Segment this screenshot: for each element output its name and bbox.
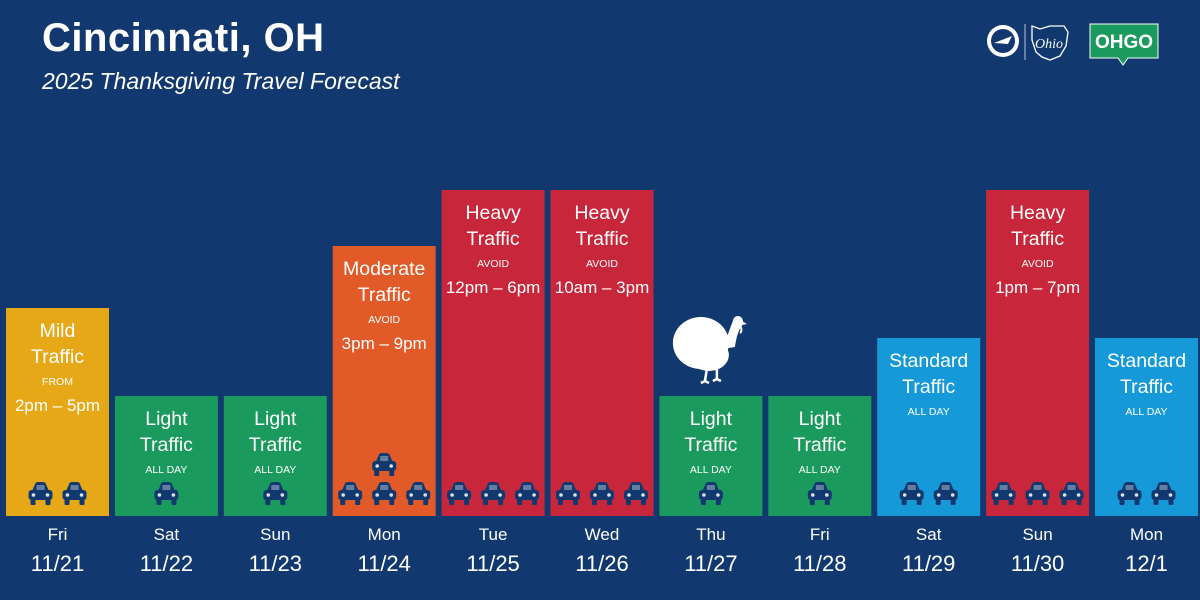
page-title: Cincinnati, OH: [42, 16, 325, 60]
bar-traffic-label: Traffic: [575, 228, 628, 250]
bar-traffic-label: Traffic: [358, 284, 411, 306]
turkey-icon: [672, 316, 747, 385]
day-label: Fri: [810, 525, 830, 544]
bar-traffic-label: Traffic: [1120, 376, 1173, 398]
date-label: 11/24: [357, 551, 410, 576]
day-label: Sun: [1022, 525, 1052, 544]
car-icon: [933, 482, 958, 505]
traffic-bar: [877, 338, 981, 516]
car-icon: [1025, 482, 1050, 505]
bar-level-label: Light: [799, 408, 842, 430]
date-label: 11/27: [684, 551, 737, 576]
bar-traffic-label: Traffic: [684, 434, 737, 456]
car-icon: [1117, 482, 1142, 505]
ohio-logo-icon: Ohio: [1031, 25, 1069, 61]
logo-group: Ohio OHGO: [987, 23, 1159, 66]
traffic-bar: [550, 190, 654, 516]
car-icon: [447, 482, 472, 505]
traffic-bar: [6, 308, 109, 516]
bar-time-label: 1pm – 7pm: [995, 278, 1080, 297]
day-label: Sun: [260, 525, 290, 544]
bar-traffic-label: Traffic: [140, 434, 193, 456]
bar-level-label: Heavy: [465, 202, 521, 224]
day-label: Sat: [916, 525, 942, 544]
bar-note-label: FROM: [42, 376, 73, 388]
bar-note-label: ALL DAY: [908, 406, 950, 418]
bar-time-label: 2pm – 5pm: [15, 396, 100, 415]
date-label: 11/25: [466, 551, 519, 576]
bar-traffic-label: Traffic: [31, 346, 84, 368]
bar-traffic-label: Traffic: [793, 434, 846, 456]
day-label: Sat: [154, 525, 180, 544]
bar-time-label: 3pm – 9pm: [342, 334, 427, 353]
bar-level-label: Light: [254, 408, 297, 430]
day-label: Mon: [368, 525, 401, 544]
bar-traffic-label: Traffic: [1011, 228, 1064, 250]
car-icon: [372, 482, 397, 505]
ohio-logo-text: Ohio: [1035, 37, 1063, 52]
bar-note-label: ALL DAY: [254, 464, 296, 476]
bar-level-label: Light: [690, 408, 733, 430]
bar-note-label: AVOID: [586, 258, 618, 270]
bar-note-label: ALL DAY: [1125, 406, 1167, 418]
car-icon: [556, 482, 580, 505]
date-label: 11/21: [31, 551, 84, 576]
car-icon: [1151, 482, 1176, 505]
bar-traffic-label: Traffic: [249, 434, 302, 456]
bar-level-label: Standard: [889, 350, 968, 372]
day-label: Mon: [1130, 525, 1163, 544]
traffic-bar: [1095, 338, 1198, 516]
traffic-bar: [441, 190, 545, 516]
bar-note-label: ALL DAY: [799, 464, 841, 476]
odot-seal-icon: [987, 25, 1019, 57]
car-icon: [28, 482, 53, 505]
car-icon: [406, 482, 431, 505]
date-label: 11/29: [902, 551, 955, 576]
bar-level-label: Moderate: [343, 258, 425, 280]
bar-time-label: 12pm – 6pm: [446, 278, 541, 297]
date-label: 11/28: [793, 551, 846, 576]
date-label: 11/26: [575, 551, 628, 576]
car-icon: [624, 482, 648, 505]
day-label: Thu: [696, 525, 725, 544]
page-subtitle: 2025 Thanksgiving Travel Forecast: [42, 68, 400, 94]
bar-note-label: AVOID: [477, 258, 509, 270]
bar-note-label: ALL DAY: [690, 464, 732, 476]
bar-level-label: Light: [145, 408, 188, 430]
bar-level-label: Mild: [40, 320, 76, 342]
car-icon: [338, 482, 363, 505]
car-icon: [807, 482, 832, 505]
bar-level-label: Heavy: [1010, 202, 1066, 224]
car-icon: [515, 482, 540, 505]
day-label: Wed: [585, 525, 620, 544]
date-label: 11/23: [249, 551, 302, 576]
car-icon: [372, 453, 397, 476]
ohgo-logo-icon: OHGO: [1089, 23, 1159, 66]
bar-traffic-label: Traffic: [902, 376, 955, 398]
car-icon: [698, 482, 723, 505]
bar-traffic-label: Traffic: [467, 228, 520, 250]
bar-level-label: Standard: [1107, 350, 1186, 372]
car-icon: [1059, 482, 1084, 505]
car-icon: [590, 482, 614, 505]
ohgo-logo-text: OHGO: [1095, 32, 1153, 53]
bar-level-label: Heavy: [574, 202, 630, 224]
bar-time-label: 10am – 3pm: [555, 278, 650, 297]
bar-note-label: ALL DAY: [145, 464, 187, 476]
car-icon: [62, 482, 87, 505]
bar-note-label: AVOID: [1022, 258, 1054, 270]
date-label: 12/1: [1125, 551, 1168, 576]
day-label: Tue: [479, 525, 508, 544]
car-icon: [481, 482, 506, 505]
traffic-bar: [986, 190, 1090, 516]
car-icon: [154, 482, 179, 505]
car-icon: [899, 482, 924, 505]
date-label: 11/30: [1011, 551, 1064, 576]
car-icon: [263, 482, 288, 505]
car-icon: [991, 482, 1016, 505]
bar-note-label: AVOID: [368, 314, 400, 326]
date-label: 11/22: [140, 551, 193, 576]
day-label: Fri: [48, 525, 68, 544]
